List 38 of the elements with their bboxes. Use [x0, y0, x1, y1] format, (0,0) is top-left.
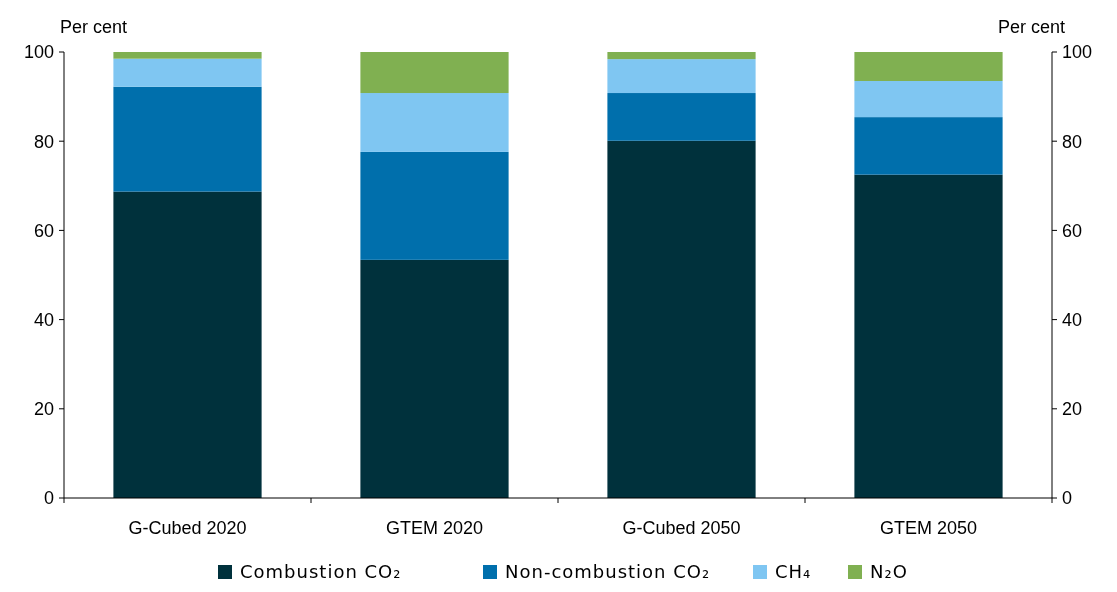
legend-label: N₂O — [870, 561, 908, 582]
y2-tick-label: 60 — [1062, 220, 1083, 241]
x-tick-label: GTEM 2050 — [879, 518, 978, 538]
y-tick-label: 100 — [23, 42, 54, 63]
x-tick-label: G-Cubed 2050 — [622, 518, 741, 538]
x-tick-label: G-Cubed 2020 — [128, 518, 247, 538]
legend-label: CH₄ — [775, 561, 812, 582]
y2-tick-label: 100 — [1062, 42, 1093, 63]
bar — [360, 151, 509, 260]
bar — [360, 93, 509, 152]
y2-tick-label: 80 — [1062, 131, 1083, 152]
x-tick-label: GTEM 2020 — [385, 518, 484, 538]
bar — [607, 93, 756, 141]
y2-axis-title: Per cent — [997, 17, 1065, 37]
bar — [607, 140, 756, 498]
legend-label: Combustion CO₂ — [240, 561, 402, 582]
y2-tick-label: 0 — [1062, 488, 1073, 509]
bar — [854, 80, 1003, 118]
bar — [854, 117, 1003, 175]
y-tick-label: 80 — [33, 131, 54, 152]
y2-tick-label: 20 — [1062, 399, 1083, 420]
legend-label: Non-combustion CO₂ — [505, 561, 711, 582]
y2-tick-label: 40 — [1062, 309, 1083, 330]
bar — [113, 191, 262, 498]
bar — [113, 58, 262, 87]
bar — [113, 52, 262, 59]
bar — [360, 259, 509, 498]
bar — [854, 174, 1003, 498]
bar — [607, 52, 756, 60]
bar — [854, 52, 1003, 81]
bar — [360, 52, 509, 94]
bar — [113, 86, 262, 192]
y-tick-label: 20 — [33, 399, 54, 420]
y-tick-label: 0 — [43, 488, 54, 509]
bar — [607, 59, 756, 94]
y-tick-label: 60 — [33, 220, 54, 241]
y-tick-label: 40 — [33, 309, 54, 330]
y-axis-title: Per cent — [60, 17, 128, 37]
